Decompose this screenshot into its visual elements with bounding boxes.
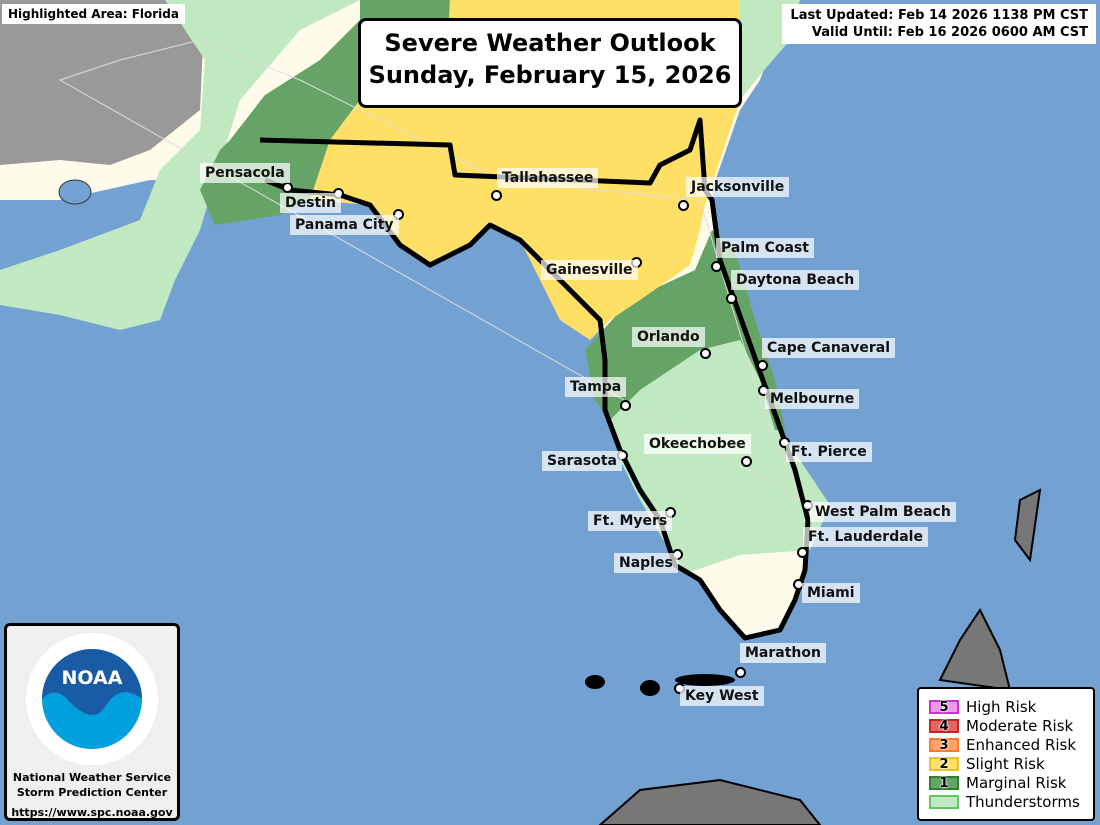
city-label: Ft. Myers	[588, 511, 673, 531]
city-label: Okeechobee	[644, 434, 751, 454]
logo-line-2: Storm Prediction Center	[16, 786, 168, 799]
legend-swatch: 5	[929, 699, 959, 714]
logo-url[interactable]: https://www.spc.noaa.gov	[11, 806, 173, 819]
map-title: Severe Weather Outlook Sunday, February …	[358, 18, 742, 108]
keys-islands	[585, 674, 735, 696]
legend-swatch: 4	[929, 718, 959, 733]
city-label: Destin	[280, 193, 341, 213]
city-label: Tampa	[565, 377, 627, 397]
title-line-2: Sunday, February 15, 2026	[368, 61, 732, 89]
city-label: Key West	[680, 686, 764, 706]
city-label: Ft. Lauderdale	[803, 527, 928, 547]
noaa-logo-box: NOAA National Weather Service Storm Pred…	[4, 623, 180, 821]
city-label: Melbourne	[765, 389, 860, 409]
city-label: Cape Canaveral	[762, 338, 896, 358]
city-dot	[757, 360, 768, 371]
city-label: Marathon	[740, 643, 826, 663]
legend-swatch: 2	[929, 756, 959, 771]
city-label: Pensacola	[200, 163, 290, 183]
city-dot	[678, 200, 689, 211]
city-dot	[282, 182, 293, 193]
legend-label: High Risk	[966, 697, 1037, 716]
legend-label: Slight Risk	[966, 754, 1045, 773]
legend-swatch: 3	[929, 737, 959, 752]
city-dot	[620, 400, 631, 411]
city-label: Miami	[802, 583, 860, 603]
legend-item: 3 Enhanced Risk	[929, 735, 1093, 754]
city-label: Panama City	[290, 215, 399, 235]
highlighted-area-label: Highlighted Area: Florida	[2, 4, 185, 24]
city-label: Palm Coast	[716, 238, 814, 258]
city-dot	[797, 547, 808, 558]
legend-item: 5 High Risk	[929, 697, 1093, 716]
city-dot	[491, 190, 502, 201]
outside-land-louisiana	[0, 0, 205, 165]
risk-legend: 5 High Risk 4 Moderate Risk 3 Enhanced Risk 2 S…	[917, 687, 1095, 821]
legend-swatch	[929, 794, 959, 809]
city-label: Tallahassee	[497, 168, 599, 188]
valid-until: Valid Until: Feb 16 2026 0600 AM CST	[811, 25, 1088, 40]
city-dot	[726, 293, 737, 304]
tstm-area-west	[0, 0, 360, 330]
legend-label: Thunderstorms	[966, 792, 1080, 811]
legend-item: Thunderstorms	[929, 792, 1093, 811]
legend-item: 4 Moderate Risk	[929, 716, 1093, 735]
city-label: West Palm Beach	[810, 502, 956, 522]
city-label: Ft. Pierce	[786, 442, 872, 462]
city-dot	[700, 348, 711, 359]
title-line-1: Severe Weather Outlook	[384, 29, 716, 57]
legend-label: Moderate Risk	[966, 716, 1074, 735]
city-dot	[711, 261, 722, 272]
legend-item: 2 Slight Risk	[929, 754, 1093, 773]
update-info: Last Updated: Feb 14 2026 1138 PM CST Va…	[782, 4, 1096, 44]
legend-swatch: 1	[929, 775, 959, 790]
city-label: Sarasota	[542, 451, 622, 471]
lake	[58, 179, 92, 205]
city-dot	[741, 456, 752, 467]
legend-item: 1 Marginal Risk	[929, 773, 1093, 792]
city-label: Naples	[614, 553, 678, 573]
logo-noaa-text: NOAA	[62, 667, 123, 689]
last-updated: Last Updated: Feb 14 2026 1138 PM CST	[790, 8, 1088, 23]
city-dot	[735, 667, 746, 678]
noaa-logo: NOAA	[26, 633, 158, 765]
light-gray-roads-hint	[58, 39, 801, 502]
legend-label: Marginal Risk	[966, 773, 1067, 792]
city-label: Gainesville	[541, 260, 638, 280]
city-label: Daytona Beach	[731, 270, 860, 290]
city-label: Orlando	[632, 327, 705, 347]
legend-label: Enhanced Risk	[966, 735, 1077, 754]
logo-line-1: National Weather Service	[12, 771, 172, 784]
city-label: Jacksonville	[686, 177, 790, 197]
florida-outline	[259, 117, 811, 641]
